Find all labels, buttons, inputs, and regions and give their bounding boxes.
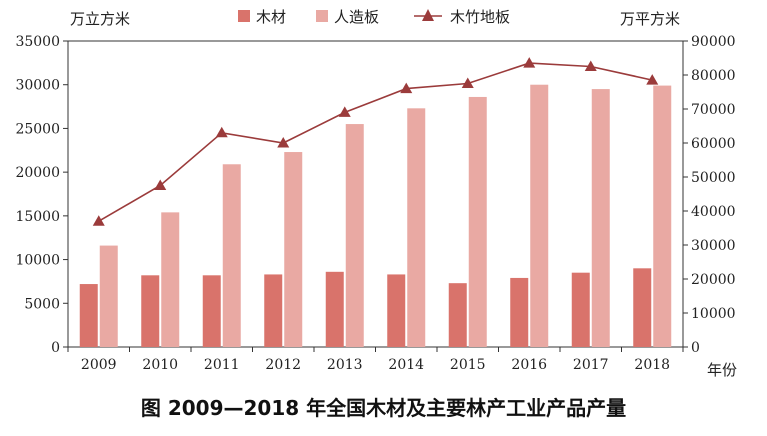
line-marker-triangle: [154, 179, 167, 190]
x-tick-label: 2013: [327, 357, 363, 373]
line-marker-triangle: [584, 60, 597, 71]
left-tick-label: 35000: [15, 34, 60, 50]
plot-frame: [67, 40, 684, 348]
right-tick-label: 50000: [691, 170, 736, 186]
left-tick-label: 30000: [15, 78, 60, 94]
line-flooring: [98, 62, 653, 222]
bar-panel: [591, 89, 610, 347]
left-tick-label: 25000: [15, 121, 60, 137]
line-marker-triangle: [461, 77, 474, 88]
bar-panel: [222, 164, 241, 347]
legend-label: 人造板: [334, 8, 379, 26]
x-tick-label: 2012: [265, 357, 301, 373]
bar-wood: [571, 272, 590, 347]
line-marker-triangle: [338, 106, 351, 117]
plot-area: 0 5000 10000 15000 20000 25000 30000 35000 0 1000…: [15, 34, 735, 373]
line-marker-triangle: [646, 74, 659, 85]
x-tick-label: 2011: [204, 357, 240, 373]
bar-panel: [653, 85, 672, 348]
right-tick-label: 70000: [691, 102, 736, 118]
line-marker-triangle: [277, 137, 290, 148]
left-tick-label: 5000: [24, 296, 60, 312]
right-tick-label: 90000: [691, 34, 736, 50]
bar-panel: [99, 245, 118, 347]
bar-wood: [79, 284, 98, 347]
right-tick-label: 20000: [691, 272, 736, 288]
chart-svg: 木材 人造板 木竹地板 万立方米 万平方米 年份 0 5000 10000 15000 20…: [15, 8, 737, 379]
x-tick-label: 2010: [142, 357, 178, 373]
line-marker-triangle: [400, 82, 413, 94]
right-tick-label: 80000: [691, 68, 736, 84]
line-marker-triangle: [92, 215, 105, 226]
bar-panel: [530, 84, 549, 347]
bar-wood: [387, 274, 406, 347]
bar-panel: [161, 212, 180, 347]
left-tick-label: 20000: [15, 165, 60, 181]
x-tick-label: 2017: [573, 357, 609, 373]
legend: 木材 人造板 木竹地板: [238, 8, 510, 26]
x-tick-label: 2015: [450, 357, 486, 373]
left-tick-label: 10000: [15, 253, 60, 269]
left-axis-unit: 万立方米: [70, 10, 130, 28]
bar-wood: [264, 274, 283, 347]
legend-label: 木材: [256, 8, 286, 26]
right-tick-label: 40000: [691, 204, 736, 220]
bar-panel: [345, 124, 364, 347]
bar-wood: [202, 275, 221, 347]
x-tick-label: 2018: [634, 357, 670, 373]
x-axis-label: 年份: [707, 361, 737, 379]
right-tick-label: 10000: [691, 306, 736, 322]
left-tick-label: 15000: [15, 209, 60, 225]
line-marker-triangle: [215, 126, 228, 138]
bar-panel: [468, 96, 487, 347]
right-tick-label: 30000: [691, 238, 736, 254]
line-marker-triangle: [523, 57, 536, 68]
bar-wood: [141, 275, 160, 347]
bar-wood: [448, 283, 467, 347]
bar-wood: [325, 271, 344, 347]
legend-swatch: [238, 10, 250, 22]
x-tick-label: 2009: [81, 357, 117, 373]
right-tick-label: 0: [691, 340, 700, 356]
bar-panel: [407, 108, 426, 347]
legend-marker-triangle: [422, 9, 434, 21]
legend-label: 木竹地板: [450, 8, 510, 26]
bar-panel: [284, 152, 303, 347]
right-tick-label: 60000: [691, 136, 736, 152]
x-tick-label: 2014: [388, 357, 424, 373]
legend-swatch: [316, 10, 328, 22]
left-tick-label: 0: [51, 340, 60, 356]
x-tick-label: 2016: [511, 357, 547, 373]
figure-caption: 图 2009—2018 年全国木材及主要林产工业产品产量: [140, 396, 627, 420]
right-axis-unit: 万平方米: [620, 10, 680, 28]
bar-wood: [510, 277, 529, 347]
bar-wood: [633, 268, 652, 347]
